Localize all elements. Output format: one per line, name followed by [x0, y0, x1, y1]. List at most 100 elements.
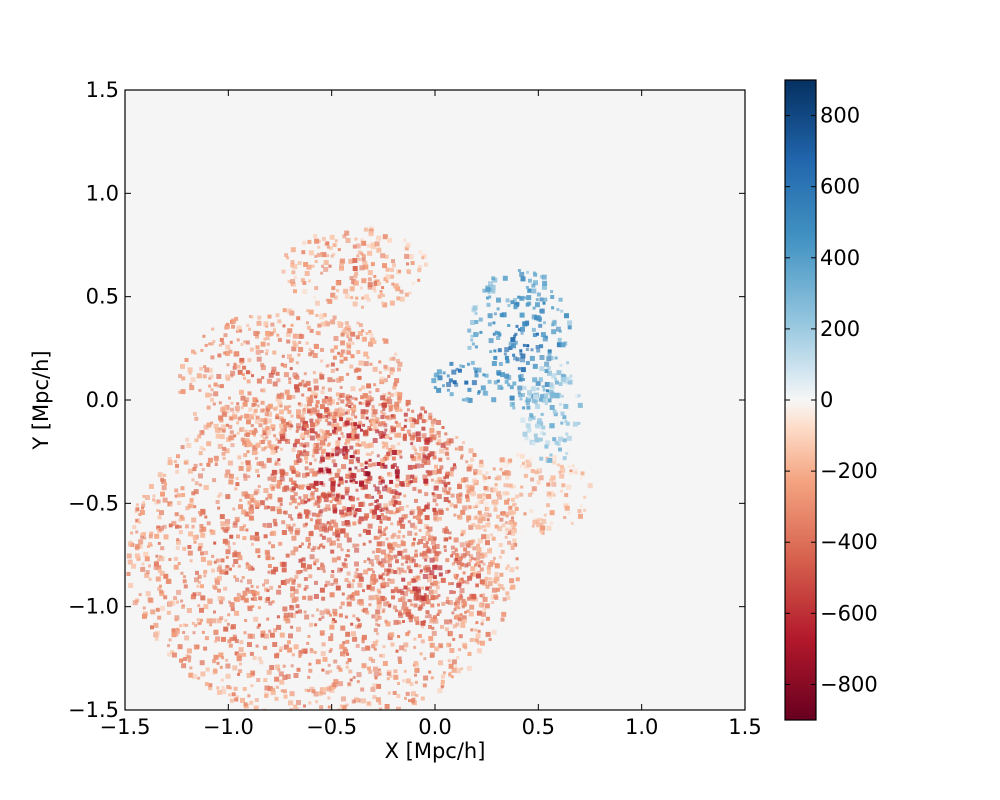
heatmap-cell — [320, 632, 324, 636]
heatmap-cell — [213, 455, 219, 461]
heatmap-cell — [502, 471, 507, 476]
heatmap-cell — [470, 334, 474, 338]
heatmap-cell — [371, 405, 375, 408]
heatmap-cell — [434, 479, 439, 484]
heatmap-cell — [459, 593, 463, 597]
heatmap-cell — [554, 356, 558, 360]
heatmap-cell — [308, 309, 314, 315]
heatmap-cell — [345, 661, 349, 665]
heatmap-cell — [414, 419, 420, 425]
heatmap-cell — [488, 637, 492, 641]
heatmap-cell — [191, 478, 195, 482]
heatmap-cell — [477, 500, 481, 504]
heatmap-cell — [515, 557, 519, 561]
heatmap-cell — [313, 562, 317, 566]
heatmap-cell — [384, 620, 388, 624]
heatmap-cell — [539, 421, 544, 426]
heatmap-cell — [365, 409, 369, 413]
heatmap-cell — [301, 410, 306, 415]
heatmap-cell — [382, 608, 386, 612]
heatmap-cell — [192, 674, 198, 679]
heatmap-cell — [326, 254, 330, 258]
heatmap-cell — [255, 442, 261, 448]
heatmap-cell — [265, 555, 271, 561]
heatmap-cell — [276, 506, 282, 512]
heatmap-cell — [388, 568, 394, 574]
heatmap-cell — [560, 411, 565, 416]
heatmap-cell — [405, 691, 410, 696]
heatmap-cell — [384, 428, 388, 432]
heatmap-cell — [328, 522, 332, 526]
heatmap-cell — [394, 420, 398, 424]
heatmap-cell — [338, 667, 343, 672]
heatmap-cell — [231, 320, 235, 323]
heatmap-cell — [438, 643, 444, 649]
heatmap-cell — [419, 446, 425, 452]
heatmap-cell — [475, 621, 479, 625]
heatmap-cell — [428, 415, 433, 420]
heatmap-cell — [230, 374, 234, 378]
heatmap-cell — [281, 567, 287, 573]
heatmap-cell — [406, 587, 411, 592]
heatmap-cell — [327, 396, 333, 402]
heatmap-cell — [508, 521, 513, 525]
heatmap-cell — [181, 605, 185, 609]
heatmap-cell — [243, 376, 246, 380]
heatmap-cell — [509, 586, 513, 590]
heatmap-cell — [450, 545, 455, 550]
heatmap-cell — [260, 400, 265, 405]
heatmap-cell — [455, 576, 459, 580]
heatmap-cell — [160, 605, 165, 611]
heatmap-cell — [546, 503, 550, 508]
heatmap-cell — [294, 575, 299, 579]
heatmap-cell — [255, 345, 260, 350]
heatmap-cell — [499, 572, 504, 577]
heatmap-cell — [519, 531, 524, 536]
heatmap-cell — [310, 389, 316, 395]
heatmap-cell — [340, 625, 346, 631]
heatmap-cell — [330, 319, 336, 325]
heatmap-cell — [263, 420, 268, 425]
heatmap-cell — [367, 475, 373, 481]
heatmap-cell — [575, 394, 579, 399]
heatmap-cell — [361, 257, 366, 262]
heatmap-cell — [279, 423, 285, 429]
heatmap-cell — [375, 548, 381, 553]
heatmap-cell — [354, 397, 358, 401]
heatmap-cell — [423, 543, 429, 549]
heatmap-cell — [535, 380, 541, 386]
heatmap-cell — [401, 555, 406, 560]
heatmap-cell — [204, 485, 209, 490]
heatmap-cell — [391, 456, 396, 461]
heatmap-cell — [232, 634, 237, 639]
heatmap-cell — [217, 564, 222, 569]
heatmap-cell — [233, 362, 237, 366]
heatmap-cell — [358, 368, 362, 372]
heatmap-cell — [363, 569, 369, 575]
heatmap-cell — [512, 406, 516, 410]
heatmap-cell — [279, 649, 283, 652]
heatmap-cell — [333, 612, 338, 617]
heatmap-cell — [294, 387, 300, 393]
heatmap-cell — [242, 401, 248, 407]
heatmap-cell — [349, 479, 353, 483]
heatmap-cell — [414, 553, 418, 558]
heatmap-cell — [228, 396, 231, 400]
heatmap-cell — [353, 514, 357, 518]
heatmap-cell — [301, 379, 305, 383]
heatmap-cell — [391, 464, 395, 468]
heatmap-cell — [412, 541, 416, 545]
heatmap-cell — [339, 264, 344, 270]
heatmap-cell — [361, 698, 366, 704]
heatmap-cell — [248, 327, 252, 331]
heatmap-cell — [353, 510, 358, 515]
heatmap-cell — [255, 644, 259, 648]
heatmap-cell — [341, 413, 345, 417]
heatmap-cell — [304, 442, 310, 448]
heatmap-cell — [332, 504, 335, 508]
heatmap-cell — [536, 522, 542, 528]
heatmap-cell — [560, 489, 563, 493]
heatmap-cell — [190, 596, 194, 600]
heatmap-cell — [227, 613, 231, 617]
heatmap-cell — [368, 715, 371, 718]
